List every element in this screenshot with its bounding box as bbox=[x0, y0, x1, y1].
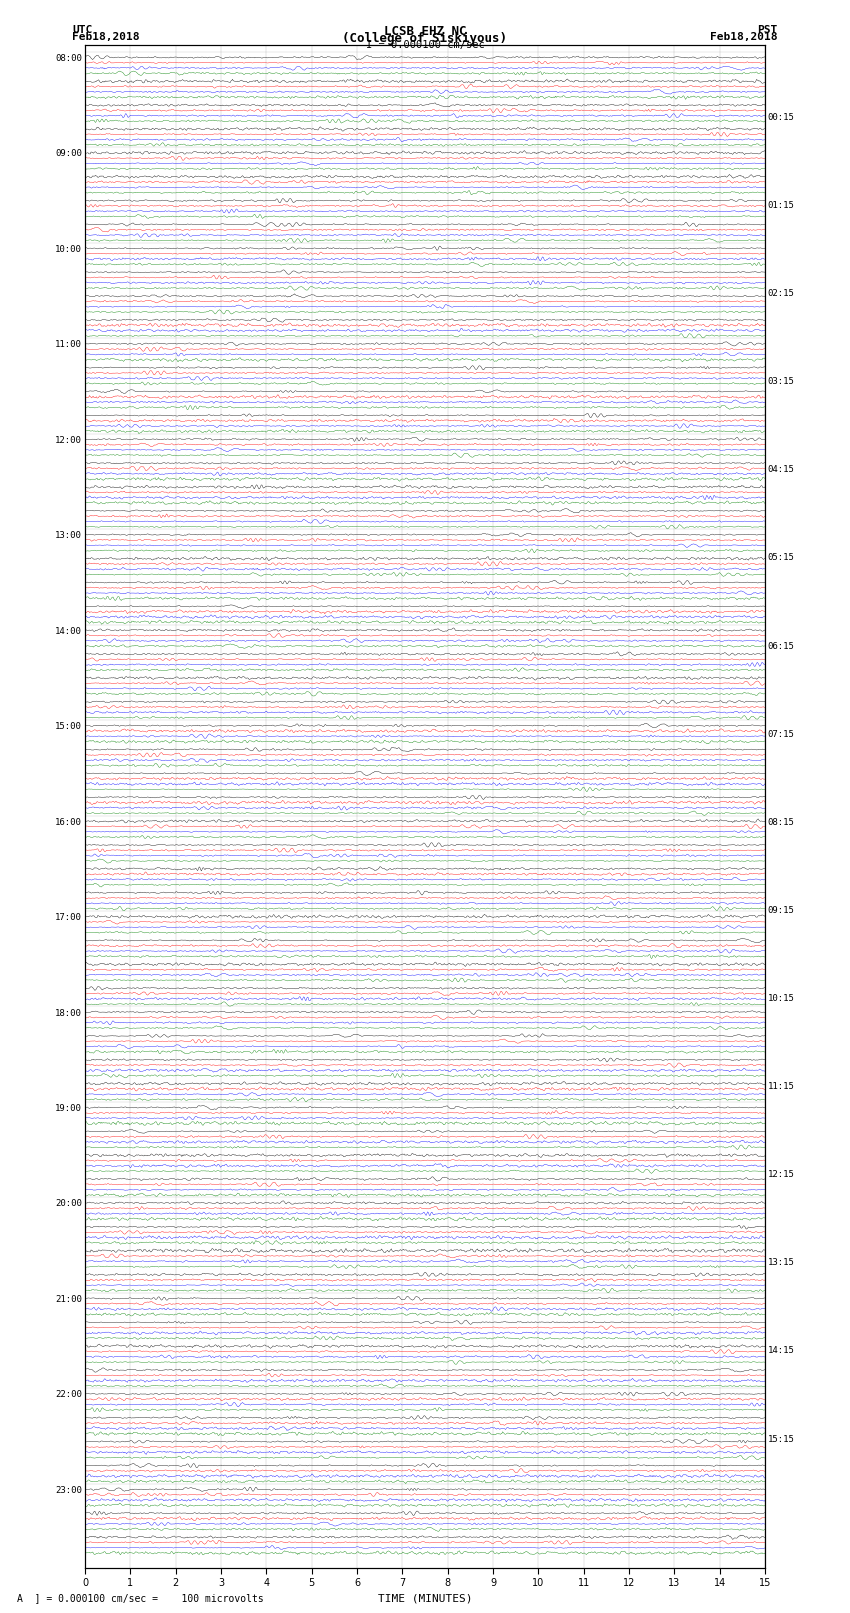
Text: LCSB EHZ NC: LCSB EHZ NC bbox=[383, 24, 467, 39]
Text: Feb18,2018: Feb18,2018 bbox=[711, 32, 778, 42]
Text: (College of Siskiyous): (College of Siskiyous) bbox=[343, 32, 507, 45]
Text: Feb18,2018: Feb18,2018 bbox=[72, 32, 139, 42]
Text: UTC: UTC bbox=[72, 24, 93, 35]
X-axis label: TIME (MINUTES): TIME (MINUTES) bbox=[377, 1594, 473, 1603]
Text: PST: PST bbox=[757, 24, 778, 35]
Text: I = 0.000100 cm/sec: I = 0.000100 cm/sec bbox=[366, 39, 484, 50]
Text: A  ] = 0.000100 cm/sec =    100 microvolts: A ] = 0.000100 cm/sec = 100 microvolts bbox=[17, 1594, 264, 1603]
